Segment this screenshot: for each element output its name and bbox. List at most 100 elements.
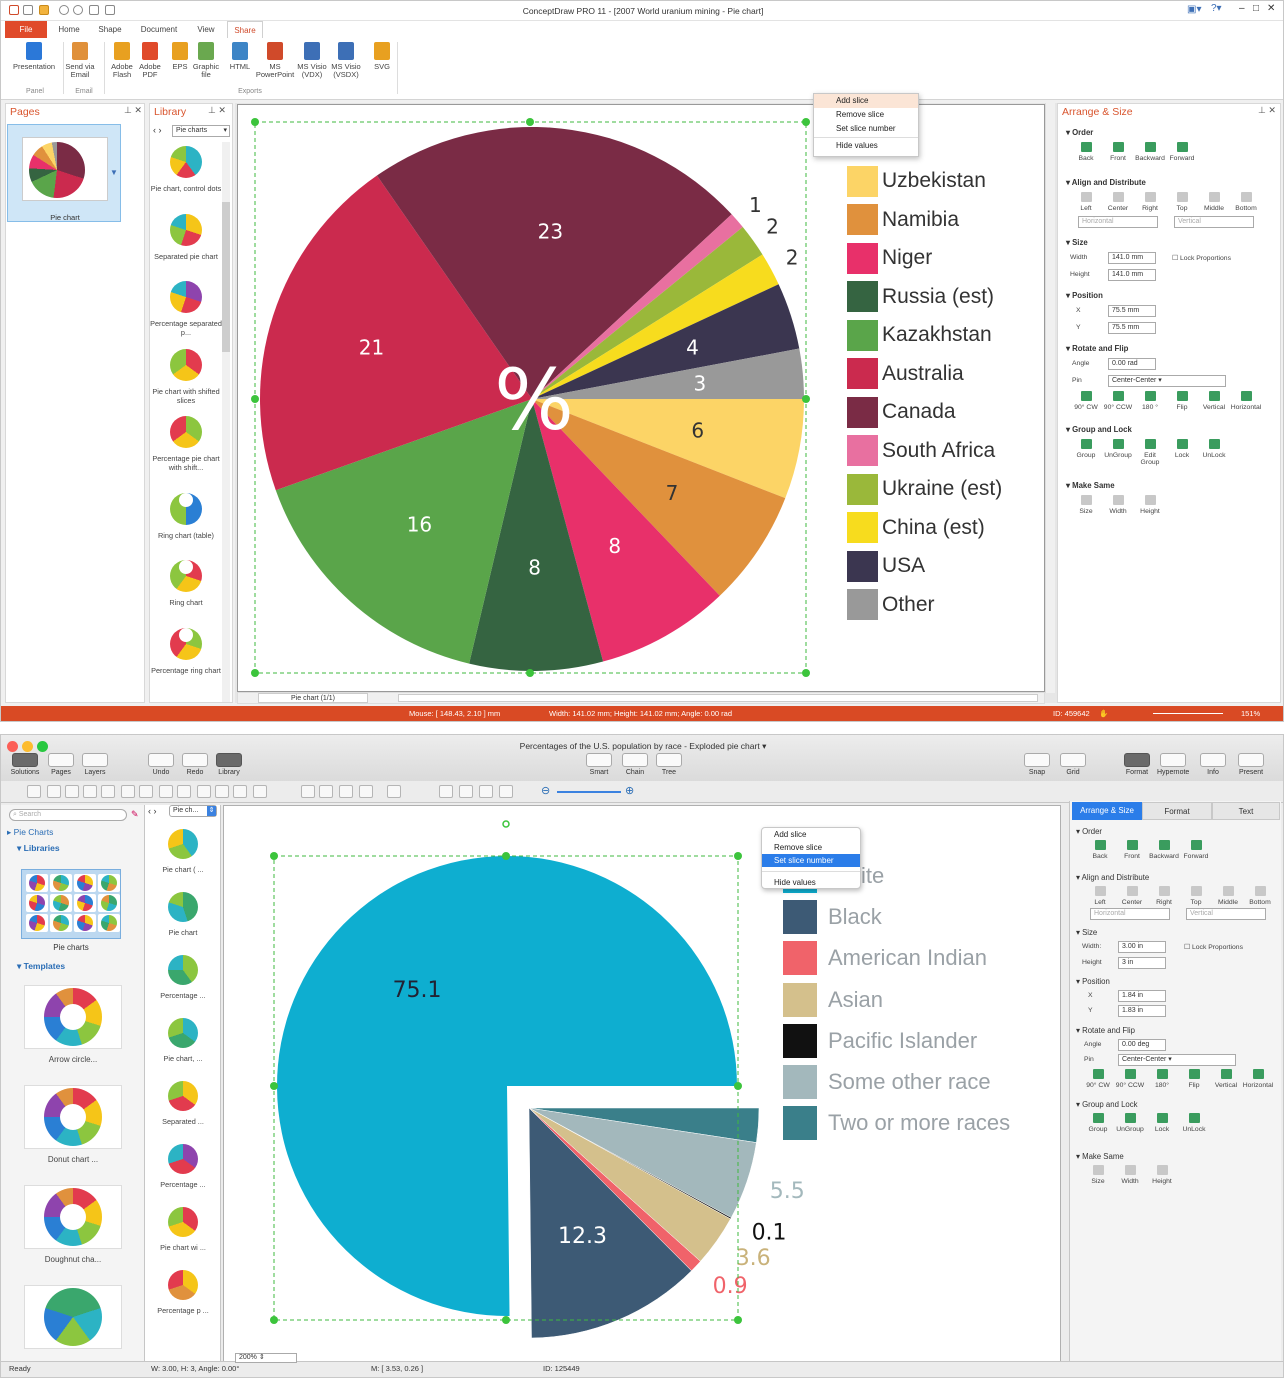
zoom-out-icon[interactable]: ⊖ bbox=[541, 785, 551, 797]
edit-group-button[interactable]: Edit Group bbox=[1134, 439, 1166, 466]
drawing-tool-icon[interactable] bbox=[47, 785, 61, 798]
library-item[interactable]: Percentage ... bbox=[145, 951, 221, 1014]
tree-templates[interactable]: ▾ Templates bbox=[17, 961, 66, 971]
export-svg-button[interactable]: SVG bbox=[367, 42, 397, 71]
right-button[interactable]: Right bbox=[1148, 885, 1180, 906]
pie-slice-white[interactable] bbox=[276, 855, 737, 1316]
tab-arrange-size[interactable]: Arrange & Size bbox=[1072, 802, 1142, 820]
x-input[interactable]: 1.84 in bbox=[1118, 989, 1166, 1002]
menu-item-set-slice-number[interactable]: Set slice number bbox=[836, 124, 896, 133]
toolbar-smart-button[interactable]: Smart bbox=[583, 753, 615, 776]
export-ms-visio-vdx-button[interactable]: MS Visio (VDX) bbox=[297, 42, 327, 79]
resize-handle[interactable] bbox=[802, 118, 810, 126]
menu-item-remove-slice[interactable]: Remove slice bbox=[836, 110, 885, 119]
pie-slice-china-est[interactable] bbox=[532, 254, 779, 399]
bottom-button[interactable]: Bottom bbox=[1230, 192, 1262, 212]
library-item[interactable]: Pie chart bbox=[145, 888, 221, 951]
toolbar-redo-button[interactable]: Redo bbox=[179, 753, 211, 776]
180-button[interactable]: 180° bbox=[1146, 1068, 1178, 1089]
library-item[interactable]: Pie chart, ... bbox=[145, 1014, 221, 1077]
tab-view[interactable]: View bbox=[197, 25, 215, 34]
lock-proportions-checkbox[interactable]: ☐ Lock Proportions bbox=[1184, 944, 1243, 952]
left-button[interactable]: Left bbox=[1070, 192, 1102, 212]
page-tab[interactable]: Pie chart (1/1) bbox=[258, 693, 368, 703]
ungroup-button[interactable]: UnGroup bbox=[1102, 439, 1134, 459]
section-position[interactable]: ▾ Position bbox=[1076, 976, 1110, 986]
tab-text[interactable]: Text bbox=[1212, 802, 1280, 820]
lock-button[interactable]: Lock bbox=[1166, 439, 1198, 459]
library-item[interactable]: Percentage ... bbox=[145, 1140, 221, 1203]
pie-slice-black[interactable] bbox=[528, 1107, 692, 1339]
maximize-icon[interactable]: □ bbox=[1253, 3, 1260, 14]
pie-slice-uzbekistan[interactable] bbox=[532, 399, 804, 499]
library-item[interactable]: Pie chart, control dots bbox=[150, 142, 222, 210]
library-item[interactable]: Percentage separated p... bbox=[150, 277, 222, 345]
y-input[interactable]: 1.83 in bbox=[1118, 1005, 1166, 1018]
drawing-tool-icon[interactable] bbox=[439, 785, 453, 798]
width-input[interactable]: 3.00 in bbox=[1118, 941, 1166, 954]
menu-item-hide-values[interactable]: Hide values bbox=[836, 141, 878, 150]
tab-shape[interactable]: Shape bbox=[98, 25, 122, 34]
pie-slice-australia[interactable] bbox=[260, 175, 532, 491]
pie-slice-russia-est[interactable] bbox=[469, 399, 604, 671]
middle-button[interactable]: Middle bbox=[1198, 192, 1230, 212]
page-thumbnail[interactable]: Pie chart bbox=[7, 124, 121, 222]
library-item[interactable]: Separated pie chart bbox=[150, 210, 222, 278]
drawing-tool-icon[interactable] bbox=[65, 785, 79, 798]
section-group-and-lock[interactable]: ▾ Group and Lock bbox=[1066, 425, 1132, 434]
toolbar-info-button[interactable]: Info bbox=[1197, 753, 1229, 776]
width-input[interactable]: 141.0 mm bbox=[1108, 252, 1156, 264]
horizontal-distribute-select[interactable]: Horizontal bbox=[1078, 216, 1158, 228]
lock-button[interactable]: Lock bbox=[1146, 1113, 1178, 1133]
library-item[interactable]: Ring chart bbox=[150, 547, 222, 615]
angle-input[interactable]: 0.00 deg bbox=[1118, 1038, 1166, 1051]
x-input[interactable]: 75.5 mm bbox=[1108, 305, 1156, 317]
export-adobe-flash-button[interactable]: Adobe Flash bbox=[107, 42, 137, 79]
vertical-scrollbar[interactable] bbox=[1045, 103, 1055, 693]
horizontal-button[interactable]: Horizontal bbox=[1242, 1068, 1274, 1089]
pie-slice-ukraine-est[interactable] bbox=[532, 227, 763, 399]
top-button[interactable]: Top bbox=[1180, 885, 1212, 906]
section-size[interactable]: ▾ Size bbox=[1066, 238, 1088, 247]
export-ms-visio-vsdx-button[interactable]: MS Visio (VSDX) bbox=[331, 42, 361, 79]
back-button[interactable]: Back bbox=[1084, 839, 1116, 860]
minimize-icon[interactable]: – bbox=[1239, 3, 1245, 14]
resize-handle[interactable] bbox=[270, 1316, 278, 1324]
90-cw-button[interactable]: 90° CW bbox=[1070, 391, 1102, 411]
drawing-tool-icon[interactable] bbox=[319, 785, 333, 798]
library-item[interactable]: Percentage pie chart with shift... bbox=[150, 412, 222, 480]
resize-handle[interactable] bbox=[502, 1316, 510, 1324]
drawing-tool-icon[interactable] bbox=[233, 785, 247, 798]
pie-slice-namibia[interactable] bbox=[532, 399, 786, 596]
tab-share[interactable]: Share bbox=[227, 21, 263, 38]
tab-document[interactable]: Document bbox=[140, 25, 178, 34]
template-item[interactable]: Donut chart ... bbox=[15, 1085, 131, 1185]
help-icon[interactable]: ?▾ bbox=[1211, 3, 1222, 14]
brush-icon[interactable]: ✎ bbox=[131, 809, 139, 819]
drawing-tool-icon[interactable] bbox=[359, 785, 373, 798]
section-rotate-and-flip[interactable]: ▾ Rotate and Flip bbox=[1066, 344, 1129, 353]
tab-format[interactable]: Format bbox=[1142, 802, 1212, 820]
pie-slice-kazakhstan[interactable] bbox=[275, 399, 532, 664]
drawing-tool-icon[interactable] bbox=[479, 785, 493, 798]
undo-icon[interactable] bbox=[59, 5, 69, 15]
section-align-and-distribute[interactable]: ▾ Align and Distribute bbox=[1066, 178, 1146, 187]
save-icon[interactable] bbox=[89, 5, 99, 15]
flip-button[interactable]: Flip bbox=[1166, 391, 1198, 411]
section-rotate-and-flip[interactable]: ▾ Rotate and Flip bbox=[1076, 1025, 1135, 1035]
export-presentation-button[interactable]: Presentation bbox=[9, 42, 59, 71]
size-button[interactable]: Size bbox=[1070, 495, 1102, 515]
toolbar-pages-button[interactable]: Pages bbox=[45, 753, 77, 776]
resize-handle[interactable] bbox=[526, 118, 534, 126]
library-item[interactable]: Percentage p ... bbox=[145, 1266, 221, 1329]
pin-icon[interactable]: ⊥ ✕ bbox=[1258, 105, 1276, 115]
front-button[interactable]: Front bbox=[1116, 839, 1148, 860]
drawing-tool-icon[interactable] bbox=[253, 785, 267, 798]
tab-home[interactable]: Home bbox=[58, 25, 80, 34]
group-button[interactable]: Group bbox=[1082, 1113, 1114, 1133]
toolbar-library-button[interactable]: Library bbox=[213, 753, 245, 776]
close-icon[interactable]: ✕ bbox=[1267, 3, 1276, 14]
toolbar-solutions-button[interactable]: Solutions bbox=[9, 753, 41, 776]
drawing-tool-icon[interactable] bbox=[121, 785, 135, 798]
